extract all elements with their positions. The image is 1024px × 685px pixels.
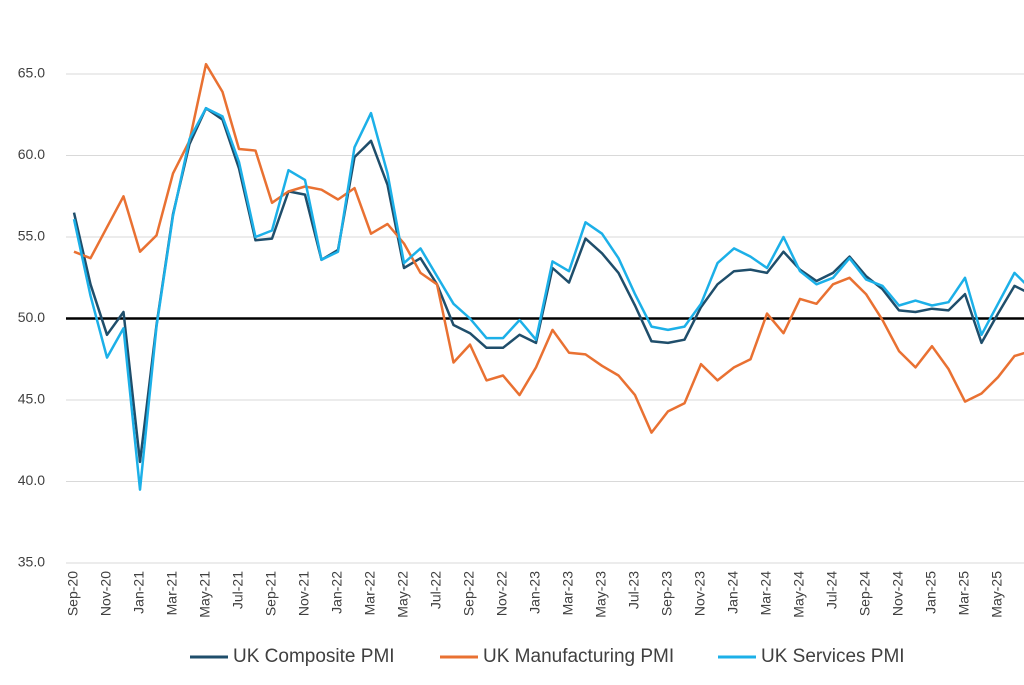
- x-tick-label: Jan-21: [131, 571, 147, 614]
- x-tick-label: Nov-22: [494, 571, 510, 616]
- x-tick-label: Mar-23: [560, 571, 576, 616]
- y-tick-label: 55.0: [18, 228, 45, 244]
- x-tick-label: Sep-22: [461, 571, 477, 616]
- x-tick-label: Sep-24: [857, 571, 873, 616]
- y-tick-label: 60.0: [18, 146, 45, 162]
- series-line: [73, 62, 1024, 434]
- y-tick-label: 45.0: [18, 391, 45, 407]
- series-line: [72, 106, 1024, 491]
- x-tick-label: Jul-24: [824, 571, 840, 609]
- x-tick-label: Jan-23: [527, 571, 543, 614]
- y-tick-label: 50.0: [18, 309, 45, 325]
- x-tick-label: May-25: [989, 571, 1005, 618]
- x-tick-label: Jan-25: [923, 571, 939, 614]
- x-tick-label: Jul-21: [230, 571, 246, 609]
- y-tick-label: 65.0: [18, 65, 45, 81]
- y-tick-label: 35.0: [18, 554, 45, 570]
- x-tick-label: May-24: [791, 571, 807, 618]
- x-tick-label: Sep-23: [659, 571, 675, 616]
- legend-label: UK Services PMI: [761, 646, 905, 667]
- x-tick-label: Nov-21: [296, 571, 312, 616]
- x-tick-label: Mar-24: [758, 571, 774, 616]
- x-tick-label: Nov-20: [98, 571, 114, 616]
- x-tick-label: Mar-21: [164, 571, 180, 616]
- x-tick-label: Sep-21: [263, 571, 279, 616]
- x-tick-label: Nov-24: [890, 571, 906, 616]
- x-tick-label: May-22: [395, 571, 411, 618]
- x-tick-label: Mar-22: [362, 571, 378, 616]
- x-tick-label: Nov-23: [692, 571, 708, 616]
- x-tick-label: Jul-23: [626, 571, 642, 609]
- x-tick-label: Sep-20: [65, 571, 81, 616]
- x-tick-label: Jan-24: [725, 571, 741, 614]
- x-tick-label: Jan-22: [329, 571, 345, 614]
- legend-label: UK Composite PMI: [233, 646, 395, 667]
- x-tick-label: Jul-22: [428, 571, 444, 609]
- x-tick-label: Mar-25: [956, 571, 972, 616]
- x-tick-label: May-23: [593, 571, 609, 618]
- legend-label: UK Manufacturing PMI: [483, 646, 674, 667]
- y-tick-label: 40.0: [18, 472, 45, 488]
- x-tick-label: Jul-25: [1022, 571, 1024, 609]
- x-tick-label: May-21: [197, 571, 213, 618]
